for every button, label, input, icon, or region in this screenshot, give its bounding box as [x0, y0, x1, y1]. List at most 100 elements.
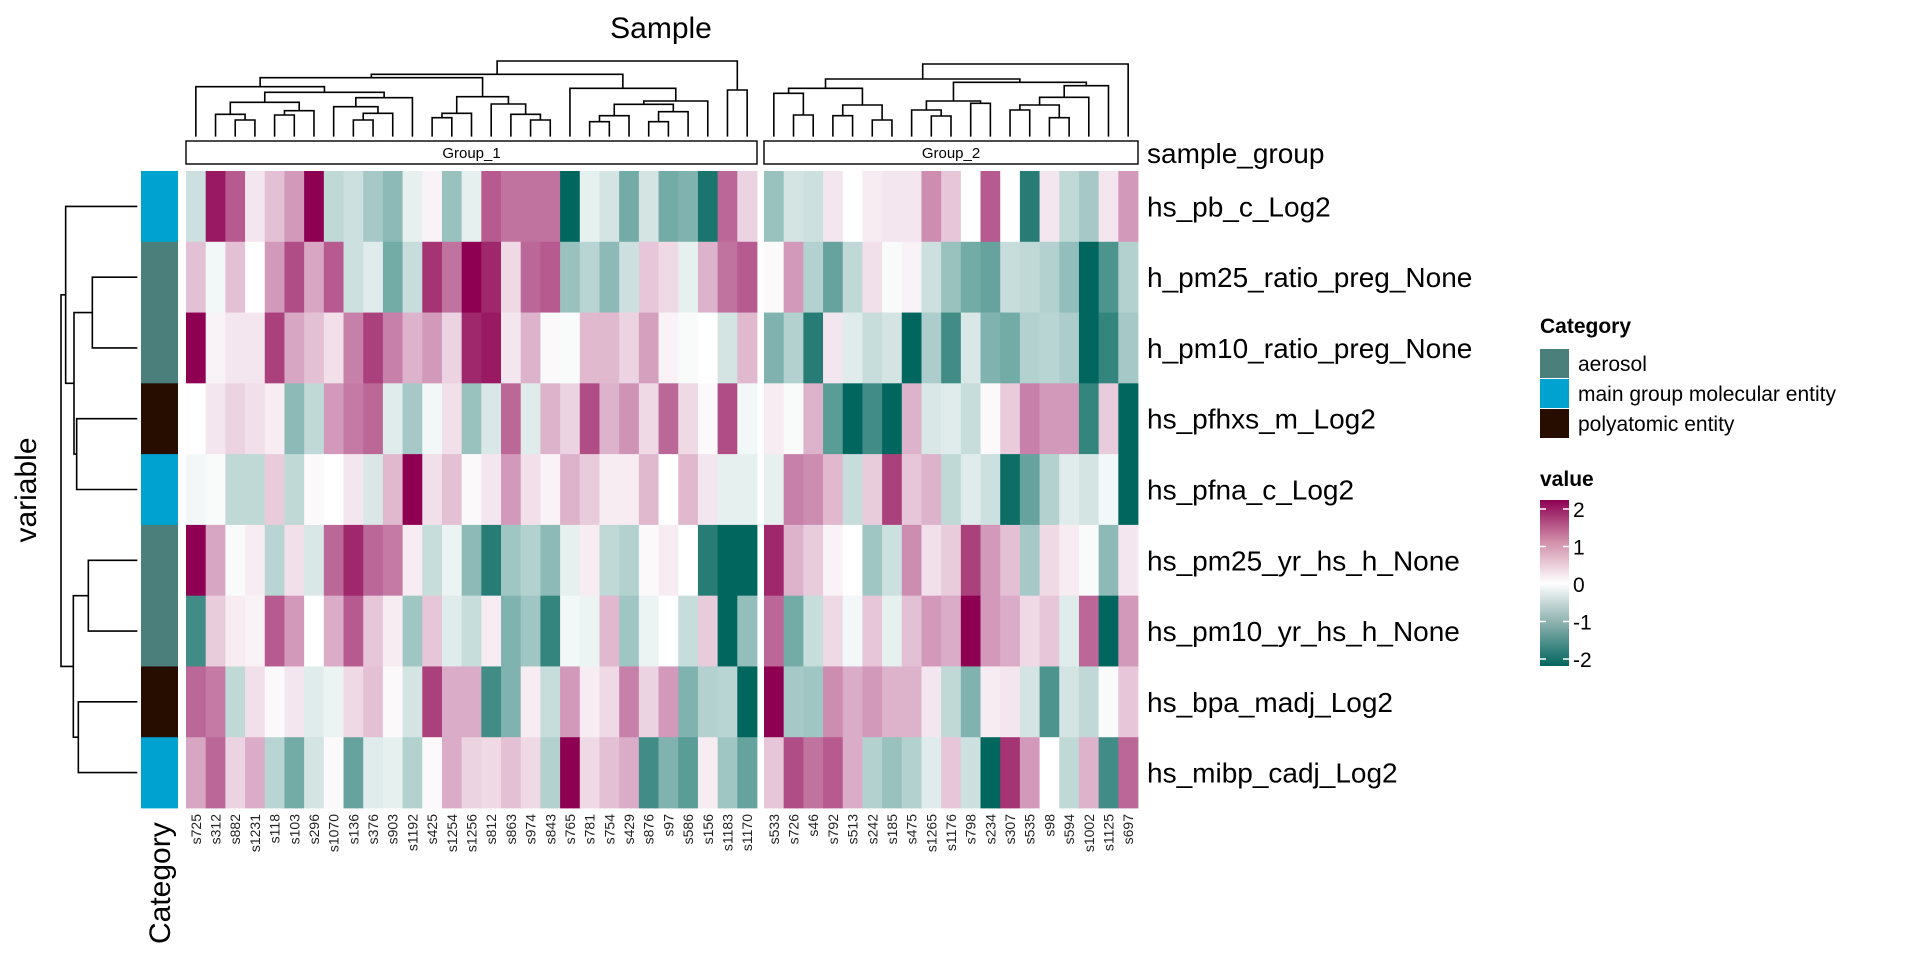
column-label: s513 [845, 814, 861, 845]
heatmap-cell [658, 383, 679, 455]
heatmap-cell [960, 524, 981, 597]
heatmap-cell [921, 595, 942, 667]
heatmap-cell [205, 454, 226, 526]
colorbar-tick-label: -2 [1573, 649, 1592, 672]
column-label: s533 [766, 814, 782, 845]
heatmap-cell [402, 312, 423, 384]
heatmap-cell [560, 524, 581, 597]
heatmap-cell [205, 737, 226, 809]
heatmap-cell [862, 524, 883, 597]
heatmap-cell [783, 241, 804, 313]
heatmap-cell [737, 595, 758, 667]
heatmap-cell [717, 383, 738, 455]
heatmap-cell [764, 312, 785, 384]
heatmap-cell [717, 454, 738, 526]
column-label: s185 [884, 814, 900, 845]
column-label: s876 [641, 814, 657, 845]
column-label: s1256 [464, 814, 480, 852]
heatmap-cell [1078, 595, 1100, 667]
heatmap-cell [980, 737, 1001, 809]
row-label: h_pm25_ratio_preg_None [1147, 262, 1472, 293]
heatmap-cell [717, 171, 738, 243]
dendrogram-branch [930, 115, 952, 137]
heatmap-cell [1059, 454, 1080, 526]
column-label: s296 [306, 814, 322, 845]
heatmap-cell [520, 312, 541, 384]
heatmap-cell [402, 454, 423, 526]
heatmap-cell [842, 171, 863, 243]
heatmap-cell [382, 666, 403, 738]
legend-label: polyatomic entity [1578, 413, 1735, 436]
heatmap-cell [560, 737, 581, 809]
heatmap-cell [1078, 524, 1100, 597]
dendrogram-branch [273, 114, 296, 137]
category-cell [141, 666, 178, 738]
heatmap-cell [803, 666, 824, 738]
heatmap-cell [1059, 737, 1080, 809]
heatmap-cell [501, 171, 522, 243]
heatmap-cell [960, 595, 981, 667]
heatmap-cell [941, 524, 962, 597]
heatmap-cell [343, 595, 364, 667]
heatmap-cell [363, 454, 384, 526]
heatmap-cell [501, 383, 522, 455]
heatmap-cell [599, 737, 620, 809]
category-annotation [141, 171, 178, 809]
dendrogram-branch [455, 95, 510, 114]
heatmap-cell [225, 454, 246, 526]
heatmap-cell [1118, 383, 1139, 455]
heatmap-cell [363, 524, 384, 597]
column-label: s1002 [1081, 814, 1097, 852]
heatmap-cell [304, 524, 325, 597]
heatmap-cell [803, 171, 824, 243]
heatmap-cell [921, 312, 942, 384]
heatmap-cell [382, 595, 403, 667]
heatmap-cell [520, 454, 541, 526]
heatmap-cell [304, 383, 325, 455]
dendrogram-branch [490, 103, 527, 137]
category-cell [141, 737, 178, 809]
heatmap-cell [960, 383, 981, 455]
dendrogram-branch [613, 103, 675, 116]
heatmap-cell [658, 524, 679, 597]
heatmap-cell [638, 737, 659, 809]
heatmap-cell [764, 383, 785, 455]
heatmap-cell [186, 241, 207, 313]
heatmap-cell [764, 454, 785, 526]
heatmap-cell [225, 241, 246, 313]
dendrogram-branch [824, 78, 1021, 89]
dendrogram-branch [214, 113, 246, 137]
column-label: s103 [286, 814, 302, 845]
heatmap-cell [225, 595, 246, 667]
column-label: s1192 [404, 814, 420, 851]
heatmap-cell [638, 171, 659, 243]
heatmap-cell [717, 666, 738, 738]
row-dendrogram [60, 205, 138, 774]
heatmap-cell [323, 666, 344, 738]
heatmap-cell [1000, 241, 1021, 313]
heatmap-cell [186, 454, 207, 526]
heatmap-cell [205, 595, 226, 667]
heatmap-cell [717, 524, 738, 597]
heatmap-cell [980, 171, 1001, 243]
heatmap-cell [461, 666, 482, 738]
heatmap-cell [941, 737, 962, 809]
heatmap-cell [560, 595, 581, 667]
dendrogram-branch [195, 85, 326, 137]
heatmap-cell [264, 666, 285, 738]
heatmap-cell [245, 312, 266, 384]
category-cell [141, 524, 178, 597]
heatmap-cell [783, 383, 804, 455]
heatmap-cell [501, 241, 522, 313]
heatmap-cell [382, 737, 403, 809]
heatmap-cell [284, 312, 305, 384]
heatmap-cell [1039, 524, 1060, 597]
heatmap-cell [980, 595, 1001, 667]
heatmap-cell [520, 595, 541, 667]
heatmap-cell [717, 241, 738, 313]
dendrogram-branch [229, 101, 301, 115]
heatmap-cell [284, 524, 305, 597]
heatmap-cell [1098, 241, 1119, 313]
column-label: s798 [963, 814, 979, 845]
column-label: s1176 [943, 814, 959, 851]
